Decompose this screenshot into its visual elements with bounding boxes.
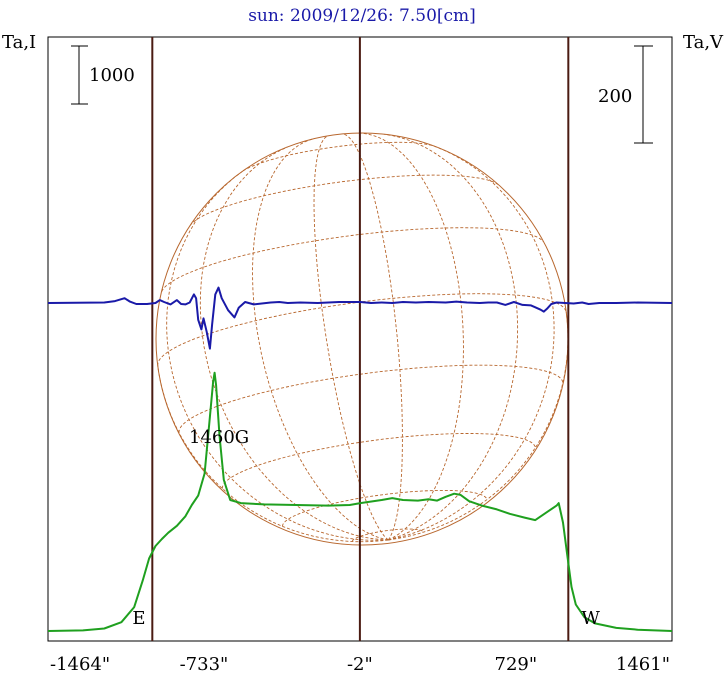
intensity-series [47, 371, 673, 632]
vertical-markers [151, 37, 570, 641]
x-tick-label: 1461" [616, 654, 670, 675]
series-lines [47, 286, 673, 632]
latitude-line [189, 174, 500, 226]
scale-bar-left-label: 1000 [89, 65, 135, 86]
x-tick-labels: -1464" -733" -2" 729" 1461" [50, 654, 670, 675]
longitude-line [166, 170, 389, 541]
longitude-line [388, 312, 569, 541]
longitude-line [313, 135, 389, 541]
x-tick-label: 729" [495, 654, 538, 675]
latitude-line [351, 528, 424, 542]
limb-label-w: W [581, 608, 600, 629]
latitude-line [282, 489, 488, 527]
longitude-line [356, 132, 464, 541]
latitude-line [242, 141, 434, 172]
solar-disk-grid [155, 132, 569, 546]
polarization-series [47, 286, 673, 350]
chart-title: sun: 2009/12/26: 7.50[cm] [248, 6, 476, 26]
x-tick-label: -733" [180, 654, 229, 675]
longitude-line [384, 133, 519, 541]
longitude-line [252, 138, 389, 541]
longitude-line [199, 146, 389, 541]
latitude-line [221, 433, 536, 489]
x-tick-label: -1464" [50, 654, 110, 675]
longitude-line [388, 145, 555, 541]
scale-bar-right-label: 200 [598, 86, 632, 107]
longitude-line [157, 365, 389, 543]
solar-limb-circle [155, 132, 569, 546]
field-annotation: 1460G [189, 427, 249, 448]
latitude-line [161, 227, 544, 292]
right-axis-label: Ta,V [683, 32, 724, 53]
x-tick-label: -2" [347, 654, 373, 675]
limb-label-e: E [132, 608, 145, 629]
longitude-line [342, 133, 403, 541]
left-axis-label: Ta,I [2, 32, 36, 53]
scale-bars: 1000 200 [71, 45, 653, 144]
latitude-line [178, 364, 564, 433]
